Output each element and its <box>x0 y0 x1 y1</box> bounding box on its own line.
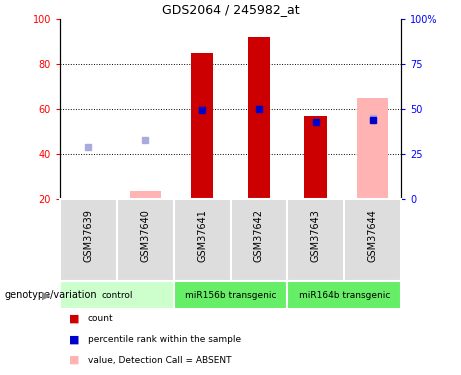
Bar <box>60 281 174 309</box>
Bar <box>134 198 157 199</box>
Bar <box>174 199 230 281</box>
Title: GDS2064 / 245982_at: GDS2064 / 245982_at <box>162 3 299 16</box>
Text: ■: ■ <box>69 334 80 344</box>
Text: GSM37644: GSM37644 <box>367 209 378 262</box>
Bar <box>357 98 388 199</box>
Text: count: count <box>88 314 113 323</box>
Bar <box>230 199 287 281</box>
Bar <box>174 281 287 309</box>
Bar <box>304 116 327 199</box>
Bar <box>191 53 213 199</box>
Bar <box>60 199 117 281</box>
Text: genotype/variation: genotype/variation <box>5 290 97 300</box>
Bar <box>130 191 161 199</box>
Bar <box>117 199 174 281</box>
Bar <box>287 199 344 281</box>
Text: ■: ■ <box>69 314 80 324</box>
Text: ▶: ▶ <box>42 290 51 300</box>
Text: ■: ■ <box>69 355 80 365</box>
Text: miR156b transgenic: miR156b transgenic <box>185 291 276 300</box>
Text: value, Detection Call = ABSENT: value, Detection Call = ABSENT <box>88 356 231 364</box>
Text: GSM37642: GSM37642 <box>254 209 264 262</box>
Bar <box>248 37 270 199</box>
Bar <box>77 198 100 199</box>
Text: control: control <box>101 291 132 300</box>
Text: GSM37643: GSM37643 <box>311 209 321 262</box>
Bar <box>344 199 401 281</box>
Text: GSM37641: GSM37641 <box>197 209 207 262</box>
Bar <box>361 198 384 199</box>
Text: GSM37640: GSM37640 <box>140 209 150 262</box>
Text: miR164b transgenic: miR164b transgenic <box>299 291 390 300</box>
Bar <box>287 281 401 309</box>
Text: GSM37639: GSM37639 <box>83 209 94 262</box>
Text: percentile rank within the sample: percentile rank within the sample <box>88 335 241 344</box>
